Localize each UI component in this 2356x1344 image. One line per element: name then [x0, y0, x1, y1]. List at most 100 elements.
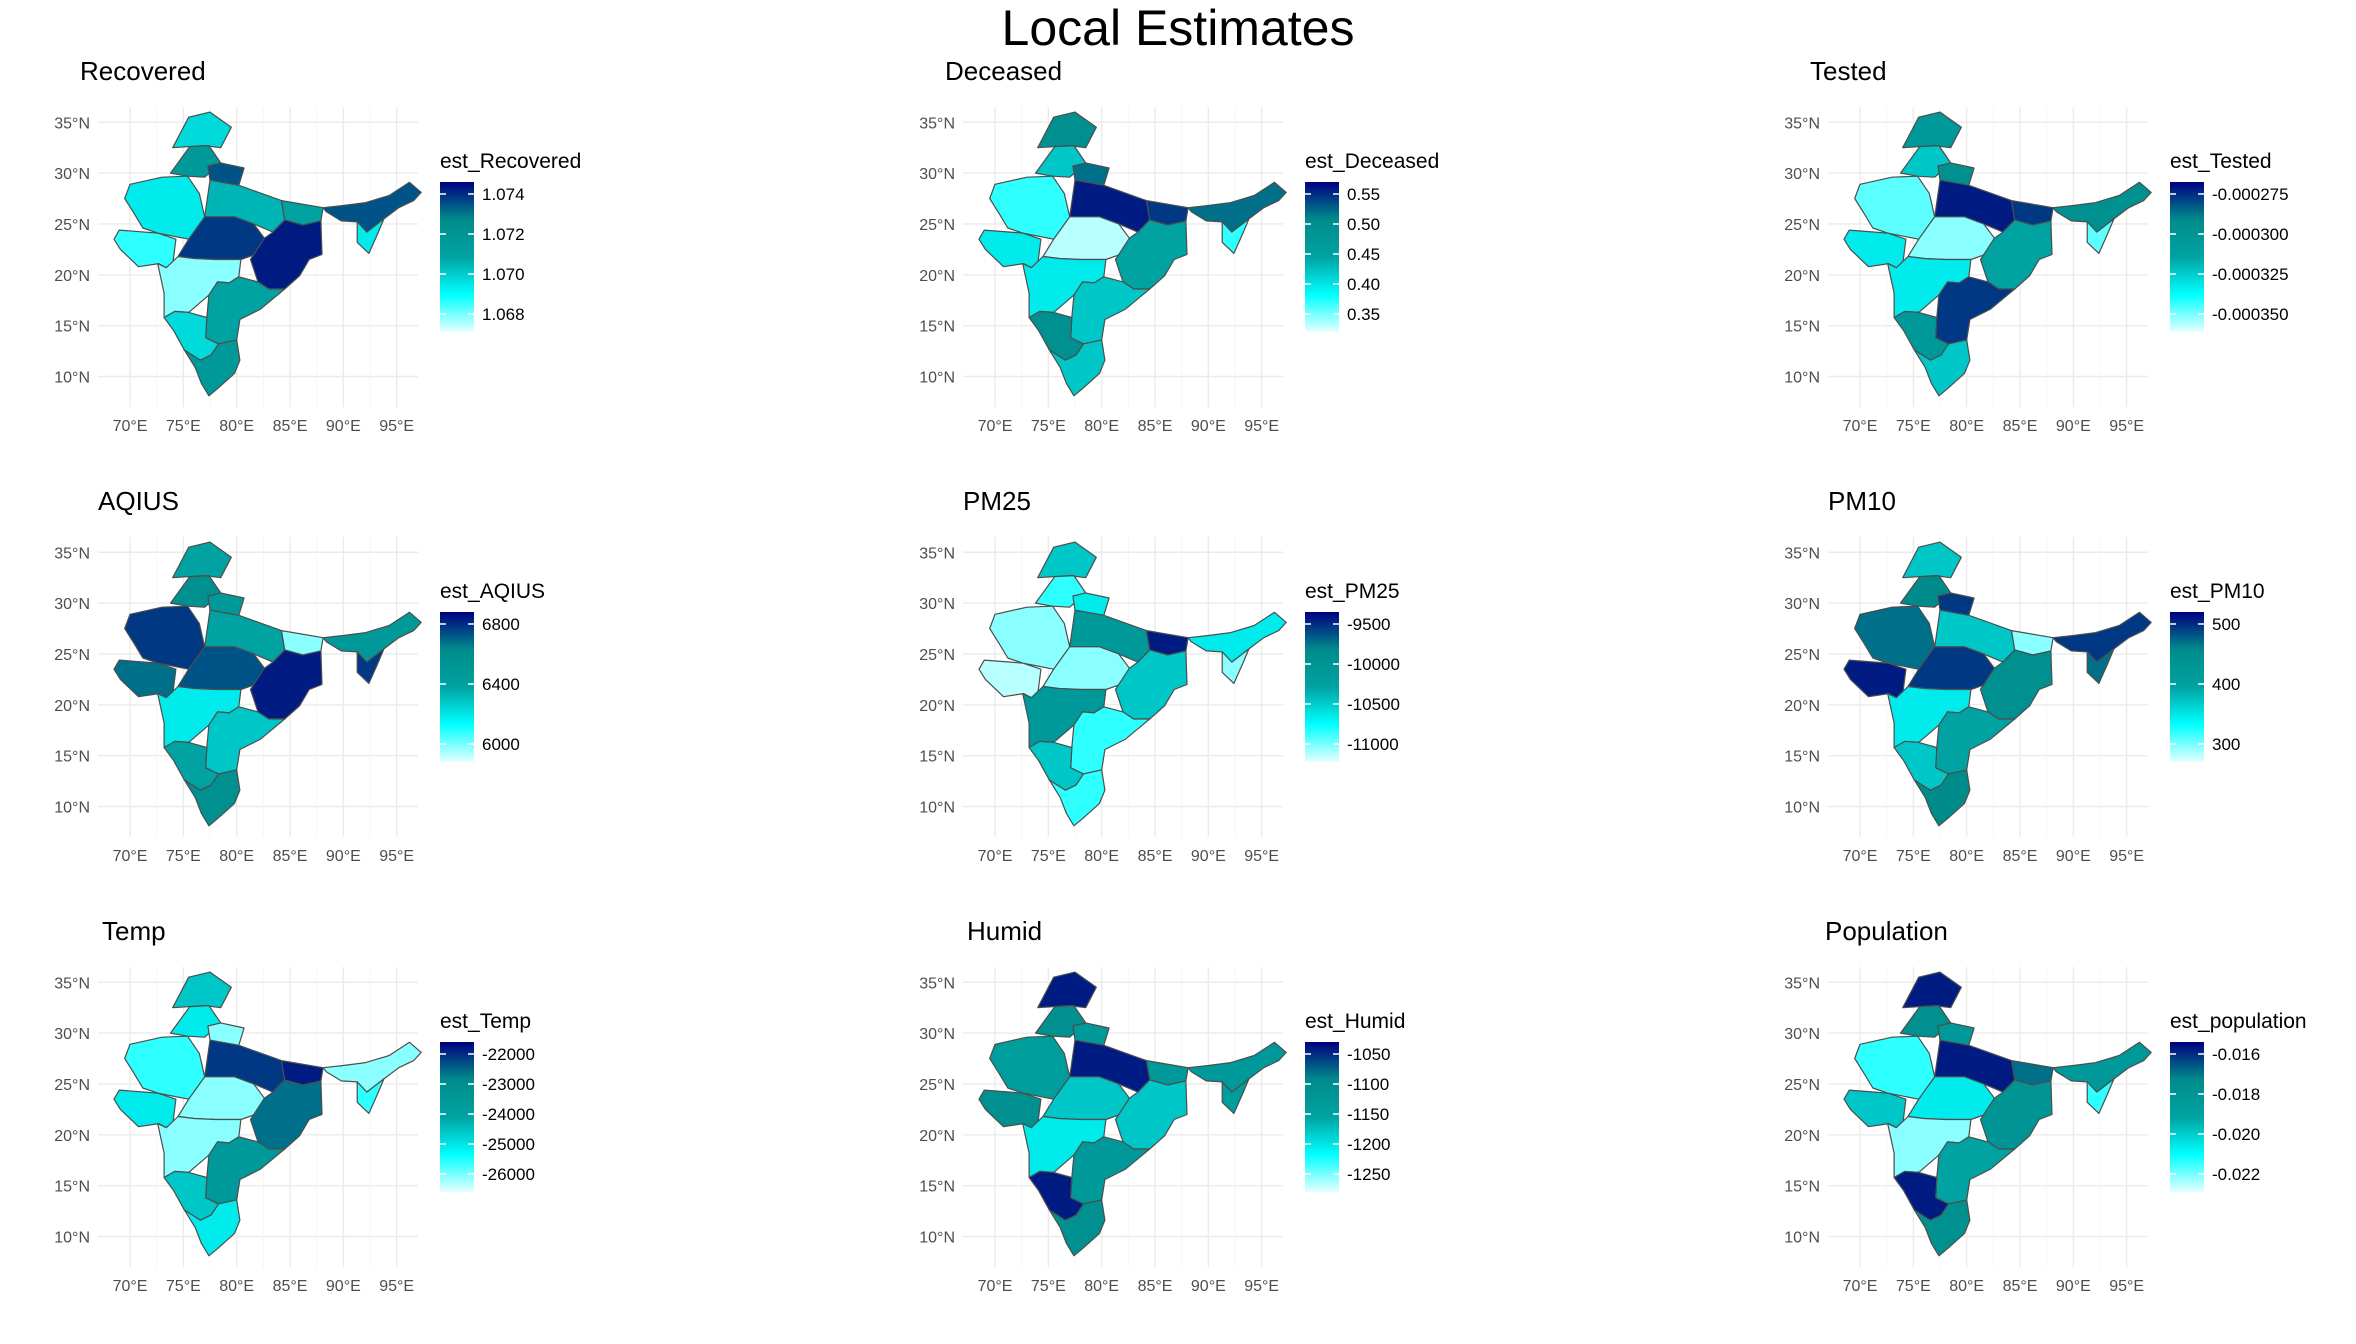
legend-label: -11000: [1347, 735, 1399, 754]
y-tick-label: 20°N: [919, 698, 955, 715]
x-tick-label: 80°E: [1084, 1278, 1119, 1295]
state-region: [1843, 659, 1907, 699]
choropleth-map: 70°E 75°E 80°E 85°E 90°E 95°E 35°N 30°N 25°N 20°N…: [54, 537, 545, 865]
panel-title: Recovered: [80, 56, 206, 86]
india-states: [1843, 111, 2152, 397]
panel-humid: Humid 70°E 75°E 80°E 85°E 90°E 95°E 35°N 30°N 25…: [865, 912, 1650, 1344]
y-tick-label: 35°N: [919, 545, 955, 562]
state-region: [1187, 1041, 1287, 1093]
state-region: [207, 1022, 245, 1046]
legend-label: -0.000350: [2212, 305, 2289, 324]
panel-title: Deceased: [945, 56, 1063, 86]
panel-pm25: PM25 70°E 75°E 80°E 85°E 90°E 95°E 35°N 30°N 25°…: [865, 482, 1650, 914]
legend-label: 500: [2212, 615, 2240, 634]
legend-label: -1050: [1347, 1045, 1390, 1064]
panel-title: Humid: [967, 916, 1043, 946]
y-tick-label: 35°N: [1784, 115, 1820, 132]
legend-colorbar: [2170, 1042, 2204, 1192]
legend: est_PM10 500 400 300: [2170, 580, 2265, 762]
state-region: [1048, 769, 1106, 827]
legend-label: -10500: [1347, 695, 1400, 714]
state-region: [1854, 605, 1936, 670]
legend-label: -9500: [1347, 615, 1390, 634]
state-region: [113, 229, 177, 269]
legend-colorbar: [2170, 182, 2204, 332]
x-tick-label: 95°E: [1244, 848, 1279, 865]
legend: est_Deceased 0.55 0.50 0.45 0.40 0.35: [1305, 150, 1439, 332]
y-tick-label: 10°N: [1784, 1229, 1820, 1246]
state-region: [113, 1089, 177, 1129]
legend-label: 0.35: [1347, 305, 1380, 324]
choropleth-map: 70°E 75°E 80°E 85°E 90°E 95°E 35°N 30°N 25°N 20°N…: [1784, 967, 2307, 1295]
y-tick-label: 30°N: [919, 166, 955, 183]
x-tick-label: 70°E: [978, 418, 1013, 435]
legend: est_Temp -22000 -23000 -24000 -25000 -26000: [440, 1010, 535, 1192]
x-tick-label: 95°E: [2109, 848, 2144, 865]
legend-label: 0.50: [1347, 215, 1380, 234]
x-tick-label: 70°E: [1843, 418, 1878, 435]
state-region: [183, 769, 241, 827]
y-tick-label: 25°N: [919, 647, 955, 664]
state-region: [183, 1199, 241, 1257]
india-states: [113, 111, 422, 397]
y-tick-label: 15°N: [919, 319, 955, 336]
state-region: [1048, 339, 1106, 397]
x-tick-label: 80°E: [219, 1278, 254, 1295]
y-tick-label: 10°N: [54, 799, 90, 816]
x-tick-label: 80°E: [219, 848, 254, 865]
x-tick-label: 75°E: [1896, 1278, 1931, 1295]
y-tick-label: 20°N: [919, 268, 955, 285]
y-tick-label: 20°N: [1784, 698, 1820, 715]
x-tick-label: 75°E: [166, 1278, 201, 1295]
legend-label: 1.070: [482, 265, 525, 284]
panel-title: Population: [1825, 916, 1948, 946]
state-region: [172, 111, 232, 149]
state-region: [1037, 541, 1097, 579]
x-tick-label: 70°E: [113, 848, 148, 865]
x-tick-label: 95°E: [379, 418, 414, 435]
legend-label: -0.020: [2212, 1125, 2260, 1144]
state-region: [207, 592, 245, 616]
x-tick-label: 90°E: [326, 418, 361, 435]
state-region: [356, 1078, 385, 1114]
state-region: [1048, 1199, 1106, 1257]
x-tick-label: 70°E: [1843, 1278, 1878, 1295]
y-tick-label: 20°N: [1784, 268, 1820, 285]
y-tick-label: 30°N: [1784, 1026, 1820, 1043]
y-tick-label: 10°N: [919, 799, 955, 816]
y-tick-label: 15°N: [1784, 1179, 1820, 1196]
state-region: [1221, 648, 1250, 684]
y-tick-label: 15°N: [1784, 319, 1820, 336]
choropleth-map: 70°E 75°E 80°E 85°E 90°E 95°E 35°N 30°N 25°N 20°N…: [1784, 537, 2265, 865]
x-tick-label: 80°E: [1084, 418, 1119, 435]
y-tick-label: 35°N: [54, 115, 90, 132]
y-tick-label: 20°N: [919, 1128, 955, 1145]
y-tick-label: 15°N: [919, 1179, 955, 1196]
x-tick-label: 95°E: [1244, 1278, 1279, 1295]
y-tick-label: 35°N: [919, 975, 955, 992]
state-region: [978, 229, 1042, 269]
x-tick-label: 75°E: [166, 848, 201, 865]
y-tick-label: 30°N: [54, 1026, 90, 1043]
state-region: [1187, 611, 1287, 663]
x-tick-label: 90°E: [326, 848, 361, 865]
x-tick-label: 95°E: [2109, 418, 2144, 435]
state-region: [2052, 611, 2152, 663]
x-tick-label: 70°E: [113, 1278, 148, 1295]
choropleth-map: 70°E 75°E 80°E 85°E 90°E 95°E 35°N 30°N 25°N 20°N…: [919, 537, 1400, 865]
state-region: [1114, 649, 1188, 720]
x-tick-label: 90°E: [326, 1278, 361, 1295]
legend-label: 0.40: [1347, 275, 1380, 294]
legend: est_Humid -1050 -1100 -1150 -1200 -1250: [1305, 1010, 1405, 1192]
legend-label: -10000: [1347, 655, 1400, 674]
state-region: [1937, 1022, 1975, 1046]
x-tick-label: 95°E: [2109, 1278, 2144, 1295]
legend-colorbar: [1305, 182, 1339, 332]
x-tick-label: 80°E: [219, 418, 254, 435]
y-tick-label: 25°N: [1784, 1077, 1820, 1094]
state-region: [1072, 592, 1110, 616]
x-tick-label: 85°E: [2003, 1278, 2038, 1295]
choropleth-map: 70°E 75°E 80°E 85°E 90°E 95°E 35°N 30°N 25°N 20°N…: [54, 967, 535, 1295]
x-tick-label: 70°E: [978, 848, 1013, 865]
y-tick-label: 15°N: [54, 319, 90, 336]
